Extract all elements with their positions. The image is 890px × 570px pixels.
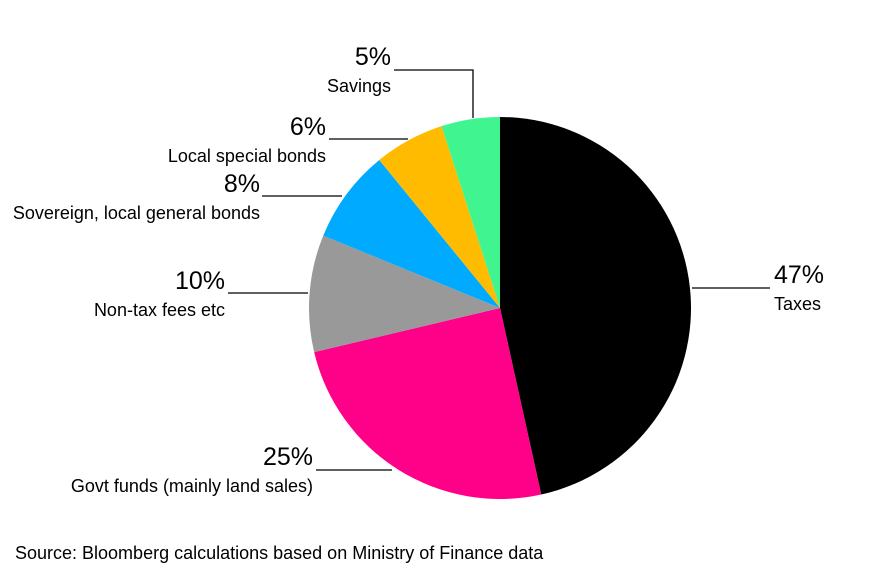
slice-bonds-general — [323, 160, 500, 308]
slice-non-tax-fees — [308, 235, 500, 353]
value-label-taxes: 47% — [774, 261, 824, 289]
pie-slices — [308, 117, 691, 500]
slice-govt-funds — [314, 308, 542, 500]
leader-line-savings — [394, 69, 474, 118]
slice-taxes — [500, 117, 691, 495]
slice-local-special-bonds — [379, 126, 500, 308]
category-label-bonds-general: Sovereign, local general bonds — [13, 203, 260, 223]
leader-lines — [228, 69, 770, 471]
category-label-govt-funds: Govt funds (mainly land sales) — [71, 476, 313, 496]
value-label-govt-funds: 25% — [263, 443, 313, 471]
category-label-taxes: Taxes — [774, 294, 821, 314]
slice-savings — [441, 117, 500, 308]
value-label-bonds-general: 8% — [224, 170, 260, 198]
value-label-savings: 5% — [355, 43, 391, 71]
source-note: Source: Bloomberg calculations based on … — [15, 543, 544, 563]
value-label-local-special-bonds: 6% — [290, 113, 326, 141]
category-label-savings: Savings — [327, 76, 391, 96]
category-label-local-special-bonds: Local special bonds — [168, 146, 326, 166]
slice-labels: 47% Taxes 25% Govt funds (mainly land sales… — [13, 43, 824, 496]
value-label-non-tax-fees: 10% — [175, 267, 225, 295]
category-label-non-tax-fees: Non-tax fees etc — [94, 300, 225, 320]
